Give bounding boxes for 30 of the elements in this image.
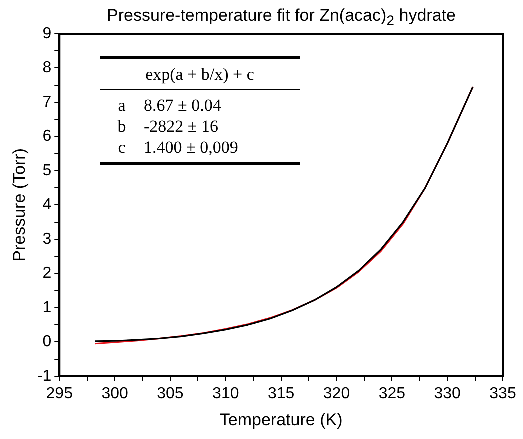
x-tick-label: 310 xyxy=(212,385,240,402)
y-tick-label: 6 xyxy=(42,128,52,146)
annotation: 8.67 ± 0.04 xyxy=(144,95,222,116)
x-axis-title: Temperature (K) xyxy=(220,410,343,430)
y-tick-label: 8 xyxy=(42,60,52,77)
y-tick-label: 0 xyxy=(42,334,52,351)
x-tick-label: 300 xyxy=(102,385,128,402)
y-axis-title: Pressure (Torr) xyxy=(10,148,29,262)
chart-title: Pressure-temperature fit for Zn(acac)$_{2}$ hydrate xyxy=(107,6,456,30)
annotation: 1.400 ± 0,009 xyxy=(144,137,238,158)
annotation: a xyxy=(117,95,127,116)
y-tick-label: 5 xyxy=(42,162,52,180)
annotation: exp(a + b/x) + c xyxy=(144,64,256,86)
y-tick-label: 2 xyxy=(42,265,52,282)
y-tick-label: 7 xyxy=(42,94,52,111)
x-tick-label: 295 xyxy=(46,385,74,402)
x-tick-label: 330 xyxy=(434,385,462,402)
x-tick-label: 315 xyxy=(268,385,295,402)
y-tick-label: 1 xyxy=(42,299,52,316)
y-tick-label: -1 xyxy=(37,368,52,385)
x-tick-label: 325 xyxy=(378,385,406,402)
annotation: -2822 ± 16 xyxy=(144,116,218,137)
y-tick-label: 3 xyxy=(42,230,52,248)
x-tick-label: 320 xyxy=(323,385,350,402)
x-tick-label: 305 xyxy=(157,385,184,402)
y-tick-label: 4 xyxy=(42,196,52,214)
x-tick-label: 335 xyxy=(490,385,516,402)
annotation: c xyxy=(117,137,127,158)
annotation: b xyxy=(116,116,128,137)
y-tick-label: 9 xyxy=(42,25,52,42)
